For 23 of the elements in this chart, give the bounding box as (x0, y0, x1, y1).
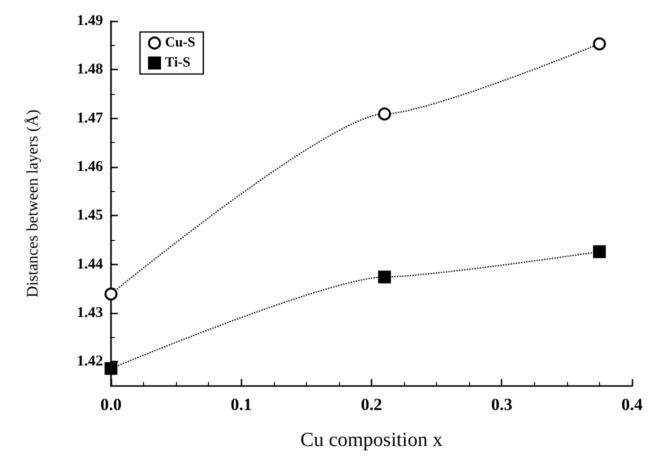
point (104, 288, 118, 301)
x-tick-label: 0.1 (230, 395, 252, 414)
x-axis-title: Cu composition x (300, 429, 443, 451)
y-tick-label: 1.49 (76, 13, 103, 29)
legend-label: Ti-S (165, 56, 191, 70)
point (378, 107, 392, 120)
x-tick-label: 0.2 (360, 395, 382, 414)
y-tick-label: 1.42 (76, 354, 103, 370)
point (378, 270, 391, 284)
y-tick-label: 1.48 (76, 62, 103, 78)
y-tick-label: 1.46 (76, 159, 104, 175)
x-tick-label: 0.0 (100, 395, 122, 414)
legend-label: Cu-S (165, 36, 196, 50)
y-tick-label: 1.45 (76, 208, 103, 224)
y-axis-title: Distances between layers (Å) (24, 110, 42, 298)
point (104, 362, 118, 375)
y-tick-label: 1.44 (76, 256, 104, 272)
y-tick-label: 1.47 (76, 110, 104, 126)
x-tick-label: 0.3 (491, 395, 512, 414)
point (592, 37, 606, 50)
y-tick-label: 1.43 (76, 305, 103, 321)
x-tick-label: 0.4 (621, 395, 644, 414)
point (593, 245, 606, 258)
